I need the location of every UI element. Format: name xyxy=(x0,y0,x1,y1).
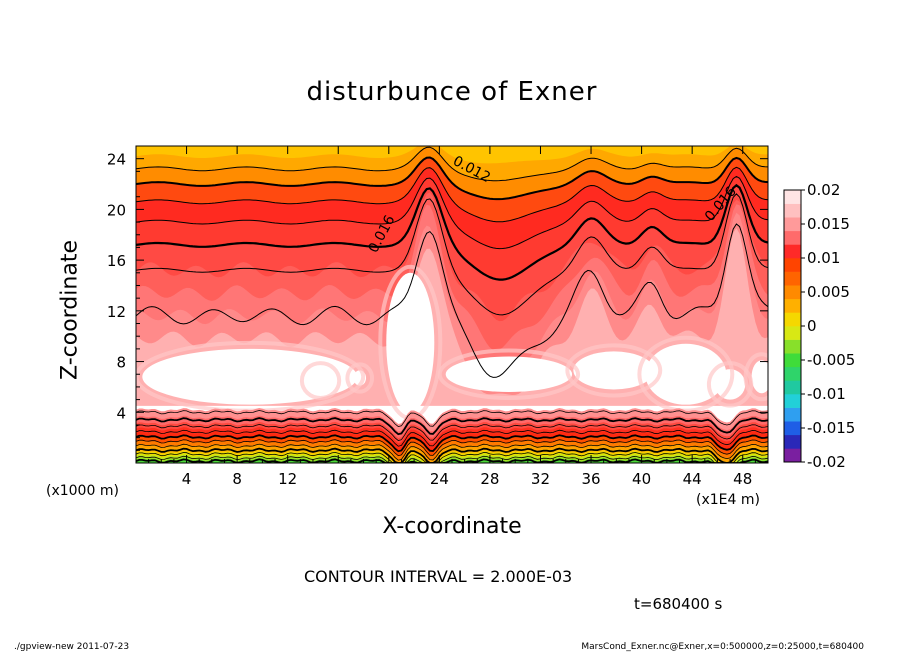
field-pocket-halo xyxy=(437,348,581,400)
contour-line xyxy=(136,193,768,316)
contour-line xyxy=(136,429,768,447)
contour-line xyxy=(136,156,768,201)
contour-line xyxy=(136,434,768,453)
x-tick-label: 24 xyxy=(430,470,449,488)
field-pocket xyxy=(751,360,768,394)
x-tick-label: 48 xyxy=(733,470,752,488)
contour-line xyxy=(136,175,768,250)
colorbar-label: -0.015 xyxy=(807,419,855,437)
field-pocket xyxy=(445,356,573,392)
colorbar-segment xyxy=(784,217,801,232)
colorbar-label: -0.01 xyxy=(807,385,846,403)
colorbar-segment xyxy=(784,326,801,340)
y-tick-label: 4 xyxy=(116,404,126,422)
colorbar-label: 0.015 xyxy=(807,215,850,233)
x-tick-label: 20 xyxy=(379,470,398,488)
footer-left: ./gpview-new 2011-07-23 xyxy=(14,642,130,652)
colorbar-segment xyxy=(784,258,801,272)
contour-line xyxy=(136,223,768,378)
contour-line xyxy=(136,410,768,428)
contour-line xyxy=(136,166,768,223)
y-tick-label: 20 xyxy=(107,201,126,219)
contour-line xyxy=(136,455,768,463)
time-label: t=680400 s xyxy=(634,595,723,613)
field-pocket-halo xyxy=(743,352,768,402)
colorbar-label: -0.005 xyxy=(807,351,855,369)
field-pocket-halo xyxy=(565,343,663,398)
colorbar-label: -0.02 xyxy=(807,453,846,471)
field-pocket xyxy=(645,343,727,405)
contour-line xyxy=(136,424,768,441)
field-pocket xyxy=(573,351,655,390)
colorbar-segment xyxy=(784,407,801,422)
colorbar-segment xyxy=(784,312,801,327)
colorbar-segment xyxy=(784,394,801,408)
contour-line xyxy=(136,183,768,281)
chart-title: disturbunce of Exner xyxy=(306,77,598,107)
x-tick-label: 4 xyxy=(182,470,192,488)
field-band xyxy=(136,146,768,164)
x-tick-label: 28 xyxy=(480,470,499,488)
colorbar-label: 0.02 xyxy=(807,181,840,199)
x-tick-label: 16 xyxy=(329,470,348,488)
y-tick-label: 24 xyxy=(107,151,126,169)
field-pocket-halo xyxy=(706,361,754,408)
field-pocket-halo xyxy=(637,335,735,413)
x-unit-label: (x1000 m) xyxy=(46,483,119,499)
y-tick-label: 16 xyxy=(107,252,126,270)
contour-interval-text: CONTOUR INTERVAL = 2.000E-03 xyxy=(304,567,573,586)
colorbar-segment xyxy=(784,421,801,436)
x-tick-label: 36 xyxy=(581,470,600,488)
field-pocket-halo xyxy=(345,362,375,394)
colorbar-segment xyxy=(784,353,801,368)
colorbar-label: 0 xyxy=(807,317,817,335)
colorbar-segment xyxy=(784,244,801,259)
colorbar-segment xyxy=(784,190,801,204)
contour-line xyxy=(136,146,768,182)
x-axis-label: X-coordinate xyxy=(382,514,522,539)
x-tick-label: 40 xyxy=(632,470,651,488)
colorbar-segment xyxy=(784,339,801,354)
colorbar-segment xyxy=(784,434,801,449)
colorbar-segment xyxy=(784,230,801,245)
field-pocket-halo xyxy=(299,361,342,400)
colorbar-segment xyxy=(784,285,801,300)
x-scale-label: (x1E4 m) xyxy=(696,492,760,508)
contour-line xyxy=(136,439,768,457)
colorbar-label: 0.01 xyxy=(807,249,840,267)
x-tick-label: 8 xyxy=(232,470,242,488)
colorbar-segment xyxy=(784,203,801,218)
contour-line xyxy=(136,451,768,463)
contour-line xyxy=(136,443,768,461)
x-tick-label: 12 xyxy=(278,470,297,488)
footer-right: MarsCond_Exner.nc@Exner,x=0:500000,z=0:2… xyxy=(581,642,864,652)
contour-line xyxy=(136,447,768,463)
x-tick-label: 32 xyxy=(531,470,550,488)
y-tick-label: 12 xyxy=(107,303,126,321)
colorbar-segment xyxy=(784,448,801,463)
contour-line xyxy=(136,417,768,436)
field-pocket xyxy=(307,369,334,392)
y-tick-label: 8 xyxy=(116,354,126,372)
colorbar-segment xyxy=(784,298,801,313)
field-pocket xyxy=(386,272,435,413)
colorbar-segment xyxy=(784,366,801,381)
colorbar-segment xyxy=(784,271,801,286)
x-tick-label: 44 xyxy=(683,470,702,488)
colorbar-segment xyxy=(784,380,801,395)
colorbar-label: 0.005 xyxy=(807,283,850,301)
